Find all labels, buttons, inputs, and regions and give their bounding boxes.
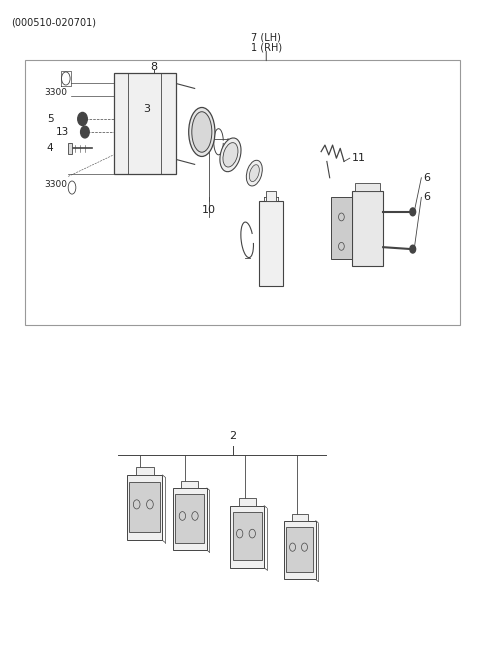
Text: 8: 8	[151, 62, 157, 72]
Bar	[129, 482, 160, 533]
Ellipse shape	[246, 160, 262, 186]
Text: 3300: 3300	[44, 89, 67, 97]
Circle shape	[78, 112, 87, 125]
Text: (000510-020701): (000510-020701)	[11, 18, 96, 28]
Circle shape	[410, 208, 416, 216]
Circle shape	[81, 126, 89, 138]
Bar	[266, 191, 276, 201]
Bar	[286, 527, 313, 573]
Text: 9: 9	[258, 215, 265, 225]
Bar	[259, 201, 283, 285]
Text: 11: 11	[352, 153, 366, 163]
Text: 7 (LH): 7 (LH)	[252, 32, 281, 43]
Text: 3300: 3300	[44, 180, 67, 189]
Bar	[127, 475, 162, 541]
Bar	[291, 514, 308, 521]
Bar	[114, 73, 176, 174]
Bar	[331, 197, 352, 259]
Bar	[284, 521, 316, 579]
Bar	[352, 191, 383, 266]
Ellipse shape	[249, 165, 259, 182]
Text: 4: 4	[47, 144, 53, 154]
Text: 5: 5	[47, 114, 53, 124]
Text: 2: 2	[229, 431, 237, 441]
Bar	[181, 481, 198, 488]
Circle shape	[410, 245, 416, 253]
Text: 10: 10	[202, 205, 216, 215]
Text: 6: 6	[424, 192, 431, 202]
Bar	[25, 60, 459, 325]
Ellipse shape	[189, 108, 215, 157]
Text: 1 (RH): 1 (RH)	[251, 42, 282, 52]
Text: 6: 6	[424, 173, 431, 183]
Text: 13: 13	[56, 127, 70, 137]
Bar	[176, 494, 204, 543]
Bar	[239, 498, 256, 506]
Text: 3: 3	[144, 104, 150, 114]
Bar	[230, 506, 264, 567]
Bar	[68, 143, 72, 154]
Ellipse shape	[192, 112, 212, 152]
Bar	[136, 467, 154, 475]
Ellipse shape	[223, 142, 238, 167]
Bar	[355, 183, 380, 191]
Bar	[233, 512, 262, 560]
Bar	[173, 488, 207, 550]
Ellipse shape	[220, 138, 241, 172]
